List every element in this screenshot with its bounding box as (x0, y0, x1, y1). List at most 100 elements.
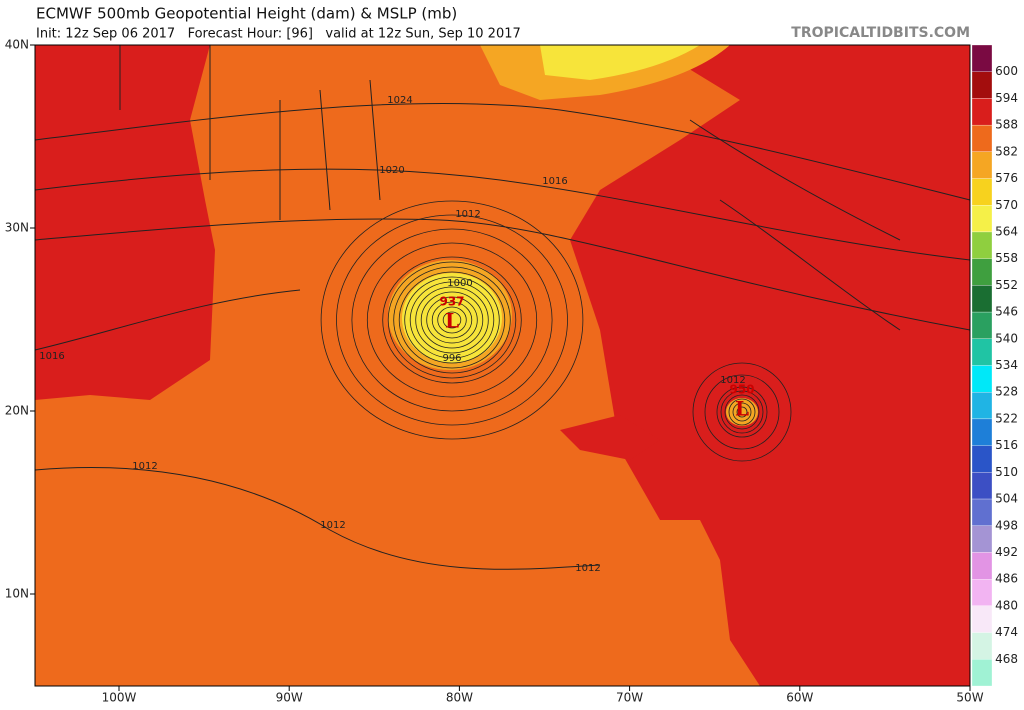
colorbar-label: 486 (995, 572, 1018, 586)
contour-label: 1012 (575, 563, 600, 574)
colorbar-cell (971, 178, 993, 206)
isobar (437, 306, 467, 334)
map (34, 45, 971, 686)
isobar-rings (320, 200, 792, 462)
colorbar-cell (971, 605, 993, 633)
low-symbol: L (735, 397, 749, 421)
isobar (716, 386, 768, 438)
lon-label: 100W (102, 691, 137, 705)
colorbar-label: 582 (995, 144, 1018, 158)
contour-label: 1012 (132, 461, 157, 472)
isobar (704, 374, 780, 450)
colorbar-label: 498 (995, 518, 1018, 532)
yellow-region (540, 45, 700, 80)
lat-label: 30N (5, 221, 29, 235)
colorbar-cell (971, 392, 993, 420)
isobar (415, 286, 489, 354)
lat-label: 20N (5, 404, 29, 418)
colorbar-cell (971, 151, 993, 179)
colorbar-label: 600 (995, 64, 1018, 78)
low-core (402, 273, 502, 363)
isobar (409, 281, 495, 359)
colorbar-label: 516 (995, 438, 1018, 452)
colorbar-cell (971, 445, 993, 473)
brand: TROPICALTIDBITS.COM (791, 25, 970, 41)
isobar (420, 291, 484, 349)
colorbar-cell (971, 418, 993, 446)
colorbar-cell (971, 552, 993, 580)
isobar (728, 398, 756, 426)
isobar (426, 296, 478, 344)
colorbar-label: 588 (995, 118, 1018, 132)
colorbar-cell (971, 205, 993, 233)
low-symbol: L (445, 309, 459, 333)
colorbar-label: 576 (995, 171, 1018, 185)
colorbar-label: 510 (995, 465, 1018, 479)
isobar (431, 301, 473, 339)
colorbar-label: 594 (995, 91, 1018, 105)
isobars (34, 45, 971, 570)
colorbar-label: 570 (995, 198, 1018, 212)
colorbar-label: 468 (995, 652, 1018, 666)
subtitle: Init: 12z Sep 06 2017 Forecast Hour: [96… (36, 27, 521, 42)
colorbar-label: 558 (995, 251, 1018, 265)
low-pressure: 937 (439, 295, 464, 309)
contour-label: 1016 (39, 351, 64, 362)
colorbar-cell (971, 258, 993, 286)
contour-label: 996 (442, 353, 461, 364)
colorbar-label: 474 (995, 625, 1018, 639)
colorbar-label: 504 (995, 492, 1018, 506)
colorbar-cell (971, 124, 993, 152)
colorbar-label: 480 (995, 598, 1018, 612)
contour-label: 1000 (447, 278, 472, 289)
colorbar-cell (971, 472, 993, 500)
isobar (732, 402, 752, 422)
colorbar-cell (971, 98, 993, 126)
isobar (404, 276, 500, 364)
isobar (398, 271, 506, 369)
isobar (320, 200, 584, 440)
contour-label: 1024 (387, 95, 412, 106)
isobar (387, 261, 517, 379)
lon-label: 80W (446, 691, 473, 705)
lat-label: 10N (5, 587, 29, 601)
isobar (724, 394, 760, 430)
isobar (351, 228, 553, 412)
isobar (336, 214, 568, 426)
colorbar-cell (971, 659, 993, 687)
colorbar-label: 546 (995, 305, 1018, 319)
low-pressure: 950 (729, 383, 754, 397)
red-region (35, 45, 215, 400)
colorbar-label: 564 (995, 224, 1018, 238)
lon-label: 60W (786, 691, 813, 705)
lon-label: 50W (956, 691, 983, 705)
colorbar-label: 492 (995, 545, 1018, 559)
colorbar-cell (971, 231, 993, 259)
lon-label: 70W (616, 691, 643, 705)
lat-label: 40N (5, 38, 29, 52)
contour-label: 1012 (720, 375, 745, 386)
colorbar-label: 552 (995, 278, 1018, 292)
low-core (726, 398, 758, 426)
colorbar-cell (971, 498, 993, 526)
isobar (382, 256, 522, 384)
map-frame (34, 44, 971, 687)
colorbar-cell (971, 71, 993, 99)
isobar (366, 242, 538, 398)
colorbar-cell (971, 365, 993, 393)
contour-label: 1012 (320, 520, 345, 531)
isobar (393, 266, 511, 374)
colorbar-label: 522 (995, 411, 1018, 425)
title: ECMWF 500mb Geopotential Height (dam) & … (36, 5, 457, 23)
isobar (692, 362, 792, 462)
colorbar-cell (971, 632, 993, 660)
colorbar-cell (971, 44, 993, 72)
colorbar-cell (971, 338, 993, 366)
colorbar-cell (971, 285, 993, 313)
colorbar-cell (971, 579, 993, 607)
isobar (720, 390, 764, 434)
contour-label: 1016 (542, 176, 567, 187)
colorbar-label: 540 (995, 331, 1018, 345)
lon-label: 90W (276, 691, 303, 705)
isobar (442, 311, 462, 329)
